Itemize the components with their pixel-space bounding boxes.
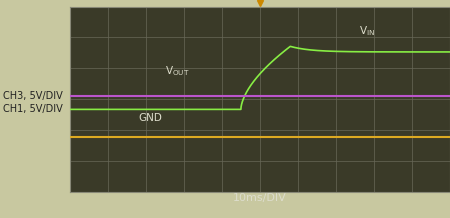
- Text: CH1, 5V/DIV: CH1, 5V/DIV: [4, 104, 63, 114]
- Text: $\mathsf{V_{OUT}}$: $\mathsf{V_{OUT}}$: [165, 65, 189, 78]
- Text: $\mathsf{V_{IN}}$: $\mathsf{V_{IN}}$: [359, 24, 375, 37]
- Text: CH3, 5V/DIV: CH3, 5V/DIV: [4, 91, 63, 101]
- X-axis label: 10ms/DIV: 10ms/DIV: [233, 193, 287, 203]
- Text: GND: GND: [138, 113, 162, 123]
